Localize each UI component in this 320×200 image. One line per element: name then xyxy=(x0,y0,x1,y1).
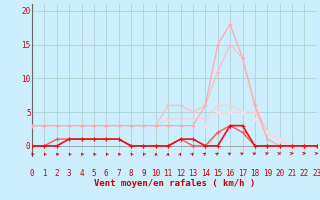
X-axis label: Vent moyen/en rafales ( km/h ): Vent moyen/en rafales ( km/h ) xyxy=(94,179,255,188)
